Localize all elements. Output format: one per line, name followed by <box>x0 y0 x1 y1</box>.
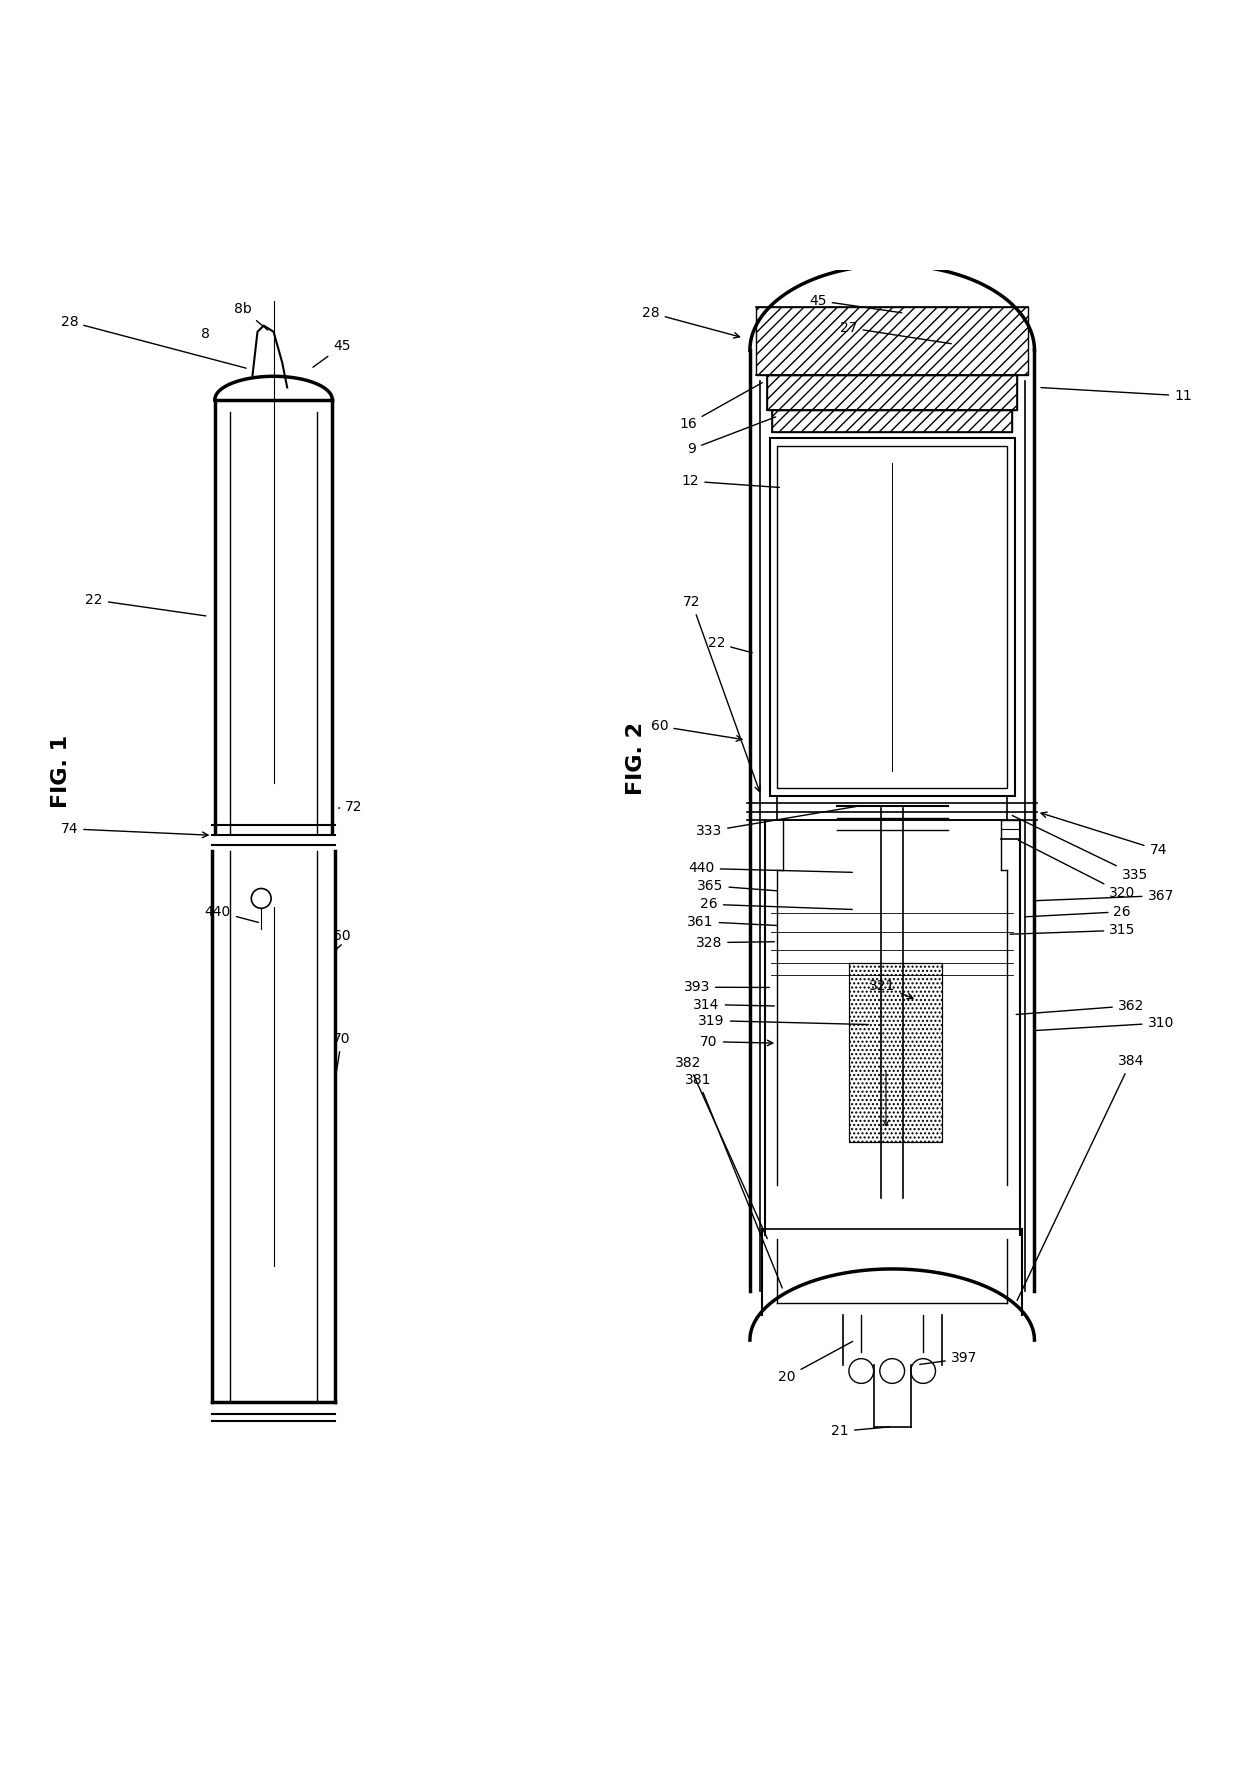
Text: 16: 16 <box>680 382 763 432</box>
Text: 22: 22 <box>86 594 206 617</box>
Text: 328: 328 <box>696 936 774 949</box>
Bar <box>773 410 1012 432</box>
Text: 319: 319 <box>698 1013 868 1027</box>
Text: 362: 362 <box>1017 999 1145 1015</box>
Text: 384: 384 <box>1017 1054 1145 1301</box>
Text: 381: 381 <box>684 1073 782 1288</box>
Bar <box>849 963 941 1143</box>
Text: 70: 70 <box>332 1032 351 1072</box>
Text: 28: 28 <box>642 306 739 338</box>
Text: 28: 28 <box>61 315 247 368</box>
Text: 11: 11 <box>1040 387 1192 403</box>
Text: 45: 45 <box>810 293 901 313</box>
Bar <box>770 439 1014 796</box>
Text: 45: 45 <box>312 339 351 368</box>
Text: 367: 367 <box>1033 888 1174 903</box>
Bar <box>777 446 1007 789</box>
Text: 22: 22 <box>708 636 753 652</box>
Text: 72: 72 <box>683 595 760 791</box>
Text: 70: 70 <box>701 1034 773 1048</box>
Text: 310: 310 <box>1033 1016 1174 1031</box>
Text: 440: 440 <box>688 862 852 876</box>
Text: 365: 365 <box>697 880 776 892</box>
Text: FIG. 2: FIG. 2 <box>626 721 646 794</box>
Text: 393: 393 <box>683 981 769 993</box>
Text: 21: 21 <box>831 1425 889 1438</box>
Text: 26: 26 <box>701 897 852 912</box>
Text: 26: 26 <box>1025 904 1131 919</box>
Text: 8: 8 <box>201 327 210 341</box>
Text: 440: 440 <box>205 904 258 922</box>
Bar <box>756 307 1028 375</box>
Text: 320: 320 <box>1018 841 1136 901</box>
Text: 60: 60 <box>332 929 351 949</box>
Text: FIG. 1: FIG. 1 <box>51 734 71 807</box>
Text: 335: 335 <box>1012 816 1148 881</box>
Text: 314: 314 <box>693 997 774 1011</box>
Text: 315: 315 <box>1011 924 1136 936</box>
Text: 361: 361 <box>687 915 776 929</box>
Text: 74: 74 <box>1042 812 1167 857</box>
Text: 60: 60 <box>651 720 742 741</box>
Text: 9: 9 <box>687 418 776 457</box>
Text: 74: 74 <box>61 821 208 837</box>
Text: 72: 72 <box>339 800 363 814</box>
Text: 333: 333 <box>696 807 858 839</box>
Text: 12: 12 <box>682 474 779 489</box>
Text: 397: 397 <box>920 1351 977 1365</box>
Bar <box>768 375 1017 410</box>
Text: 27: 27 <box>841 322 951 343</box>
Text: 382: 382 <box>675 1056 768 1239</box>
Bar <box>849 963 941 1143</box>
Text: 20: 20 <box>779 1342 853 1384</box>
Text: 321: 321 <box>869 979 913 999</box>
Text: 8b: 8b <box>234 302 268 331</box>
